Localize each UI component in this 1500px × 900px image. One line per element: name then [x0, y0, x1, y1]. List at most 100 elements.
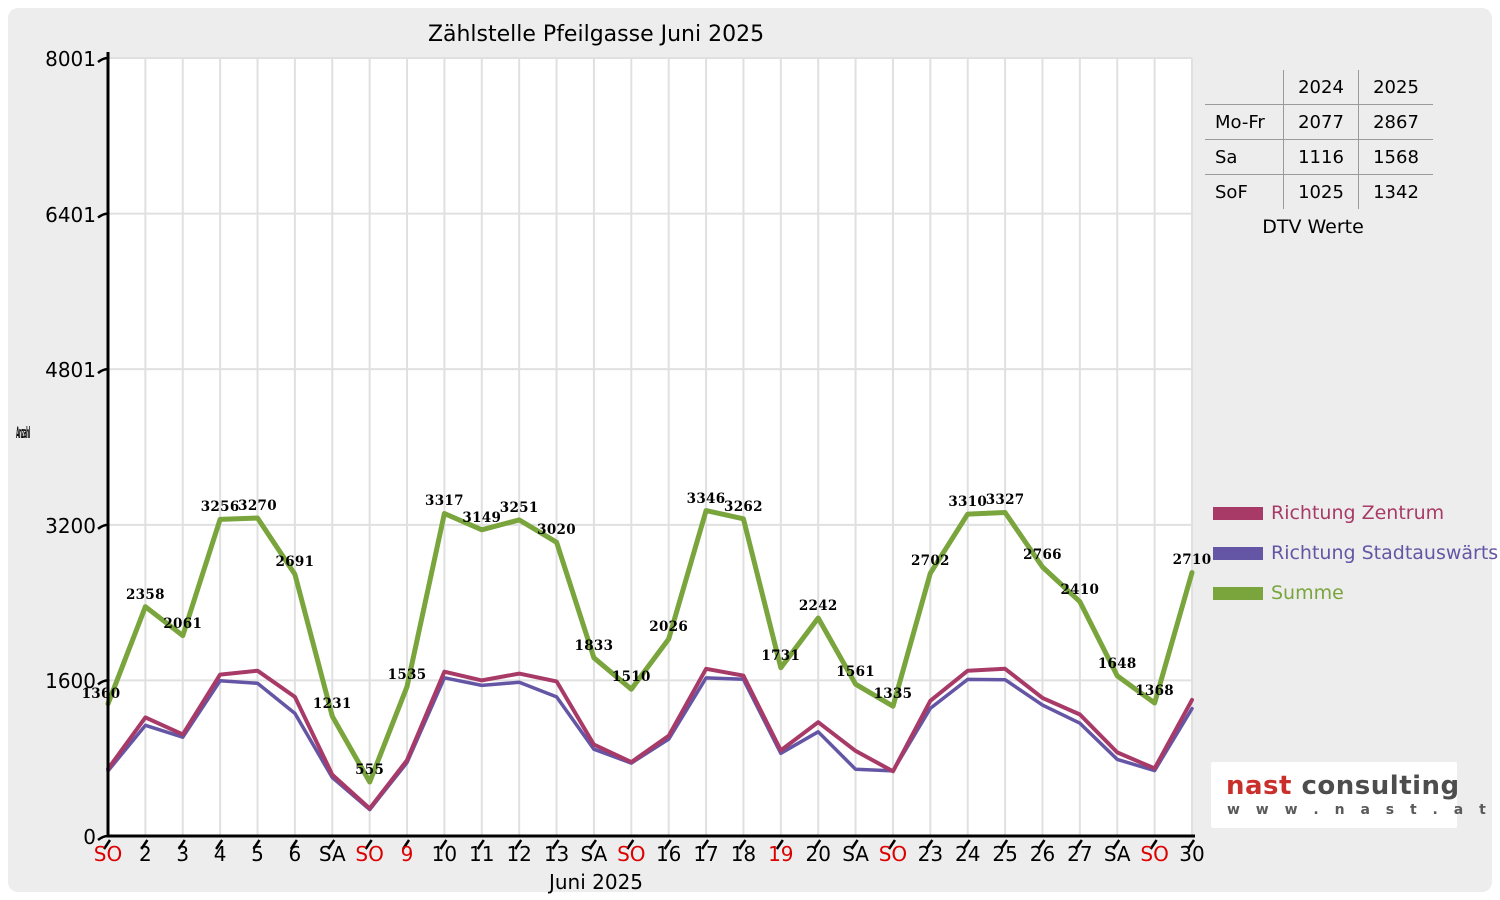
summe-data-label: 3251	[499, 499, 539, 516]
x-tick	[514, 839, 523, 850]
x-tick-label: 3	[176, 842, 190, 866]
summe-data-label: 2026	[649, 618, 689, 635]
x-tick-label: 12	[506, 842, 532, 866]
legend-row-stadtauswaerts: Richtung Stadtauswärts	[1213, 542, 1498, 564]
summe-data-label: 2766	[1023, 547, 1062, 564]
summe-data-label: 1368	[1135, 682, 1174, 699]
summe-data-label: 3327	[985, 492, 1025, 509]
x-tick-label: 6	[288, 842, 302, 866]
x-tick-label: SA	[1103, 842, 1131, 866]
x-tick	[102, 839, 112, 850]
dtv-mofr-label: Mo-Fr	[1205, 104, 1284, 140]
x-tick	[439, 839, 448, 850]
x-tick-label: 26	[1029, 842, 1056, 866]
summe-data-label: 2242	[798, 597, 838, 614]
y-tick	[97, 523, 109, 530]
series-line-zentrum	[106, 666, 1194, 811]
y-axis-title: Anzahl	[16, 424, 30, 442]
dtv-mofr-2025: 2867	[1358, 104, 1433, 140]
x-tick	[289, 839, 298, 850]
x-tick	[140, 839, 149, 850]
x-tick	[1149, 839, 1158, 850]
legend-label: Richtung Stadtauswärts	[1271, 542, 1499, 564]
x-tick-label: 11	[469, 842, 495, 866]
x-tick	[327, 839, 336, 850]
dtv-row-sof: SoF 1025 1342	[1205, 174, 1433, 209]
y-tick	[97, 367, 109, 375]
summe-data-label: 1833	[574, 637, 614, 654]
summe-data-label: 3262	[724, 498, 763, 515]
legend: Richtung Zentrum Richtung Stadtauswärts Su…	[1213, 502, 1498, 622]
x-tick	[701, 839, 710, 850]
logo-brand-text: nast	[1226, 771, 1292, 801]
x-tick-label: 16	[655, 842, 682, 866]
x-tick	[1186, 839, 1196, 850]
x-tick	[215, 839, 224, 850]
x-tick-label: 24	[954, 842, 981, 866]
plot-area	[108, 58, 1192, 836]
chart-canvas	[97, 52, 1196, 850]
y-tick	[97, 834, 109, 841]
logo-brand-rest-text: consulting	[1291, 771, 1460, 801]
dtv-header-2025: 2025	[1358, 70, 1433, 105]
x-tick	[925, 839, 934, 850]
dtv-header-empty	[1205, 70, 1284, 105]
x-tick	[738, 839, 747, 850]
x-tick-label: 5	[251, 842, 264, 866]
x-tick-label: 2	[139, 842, 152, 866]
summe-data-label: 2410	[1060, 581, 1100, 598]
summe-data-label: 2358	[125, 586, 165, 603]
logo-url-text: w w w . n a s t . a t	[1227, 802, 1492, 818]
x-tick	[1000, 839, 1009, 850]
y-tick-label: 1600	[45, 669, 96, 694]
summe-data-label: 1561	[836, 664, 875, 681]
x-tick	[813, 839, 822, 850]
y-tick-label: 3200	[45, 513, 96, 538]
chart-card: Zählstelle Pfeilgasse Juni 2025 Anzahl 0…	[8, 8, 1498, 894]
summe-data-label: 1231	[312, 696, 352, 713]
x-tick-label: 18	[730, 842, 757, 866]
x-tick-label: 23	[917, 842, 944, 866]
x-tick	[850, 839, 859, 850]
x-tick	[401, 839, 411, 850]
x-tick-label: SA	[318, 842, 346, 866]
legend-swatch-icon	[1213, 506, 1263, 520]
x-tick-label: 30	[1179, 842, 1205, 866]
dtv-sof-label: SoF	[1205, 174, 1284, 209]
legend-label: Summe	[1271, 582, 1344, 604]
x-tick-label-holiday: 19	[768, 842, 794, 866]
summe-data-label: 1648	[1097, 655, 1137, 672]
dtv-row-sa: Sa 1116 1568	[1205, 139, 1433, 175]
x-axis-title: Juni 2025	[548, 870, 644, 894]
dtv-row-mofr: Mo-Fr 2077 2867	[1205, 104, 1433, 140]
x-tick-label: 20	[805, 842, 831, 866]
x-tick-label: SA	[580, 842, 608, 866]
y-tick	[97, 212, 109, 219]
legend-swatch-icon	[1213, 546, 1263, 560]
summe-data-label: 3256	[200, 499, 240, 516]
logo-wordmark: nast consulting	[1226, 771, 1460, 801]
dtv-sa-2024: 1116	[1283, 139, 1359, 175]
x-tick-label-holiday: SO	[1140, 842, 1169, 866]
dtv-sa-2025: 1568	[1358, 139, 1433, 175]
dtv-table-caption: DTV Werte	[1262, 216, 1364, 238]
dtv-mofr-2024: 2077	[1283, 104, 1359, 140]
chart-title: Zählstelle Pfeilgasse Juni 2025	[427, 22, 765, 47]
x-tick-label: 17	[693, 842, 719, 866]
x-tick-label-holiday: SO	[93, 842, 123, 866]
summe-data-label: 3317	[425, 493, 464, 510]
summe-data-label: 1535	[387, 666, 427, 683]
summe-data-label: 1510	[611, 669, 651, 686]
y-tick-label: 0	[83, 825, 96, 849]
x-tick	[1112, 839, 1121, 850]
legend-swatch-icon	[1213, 586, 1263, 600]
x-tick-label: 25	[992, 842, 1018, 866]
x-tick-label: 10	[431, 842, 458, 866]
x-tick	[252, 839, 261, 850]
x-tick-label-holiday: 9	[400, 842, 414, 866]
x-tick	[626, 839, 635, 850]
dtv-sa-label: Sa	[1205, 139, 1284, 175]
y-tick	[97, 679, 109, 686]
x-tick	[551, 839, 560, 850]
